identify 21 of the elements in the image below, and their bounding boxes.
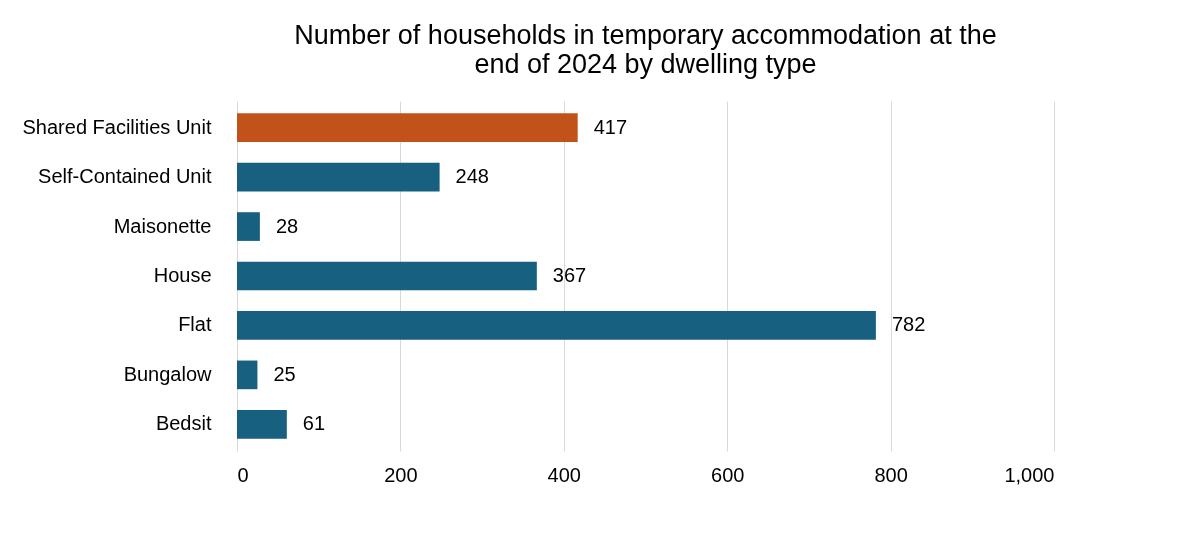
x-tick-label: 0	[237, 463, 249, 486]
data-label: 28	[275, 214, 299, 237]
x-tick-label: 1,000	[1004, 463, 1055, 486]
data-label: 417	[593, 115, 628, 138]
data-label: 367	[552, 264, 587, 286]
x-tick-label: 400	[547, 463, 581, 486]
y-tick-label: Bedsit	[155, 412, 212, 435]
x-tick-label: 600	[711, 463, 745, 486]
y-tick-label: Shared Facilities Unit	[22, 115, 212, 138]
y-tick-label: Flat	[178, 313, 212, 336]
chart-title: Number of households in temporary accommodation at the end of 2024 by dwelling type	[294, 20, 997, 79]
x-tick-label: 200	[384, 463, 418, 486]
data-label: 248	[455, 165, 489, 188]
data-label: 782	[891, 313, 926, 336]
data-label: 25	[273, 362, 296, 385]
y-tick-label: Self-Contained Unit	[38, 165, 212, 188]
y-tick-label: Bungalow	[123, 362, 213, 385]
y-tick-label: House	[153, 264, 212, 286]
y-tick-label: Maisonette	[113, 214, 212, 237]
data-label: 61	[302, 412, 326, 435]
x-tick-label: 800	[874, 463, 908, 486]
